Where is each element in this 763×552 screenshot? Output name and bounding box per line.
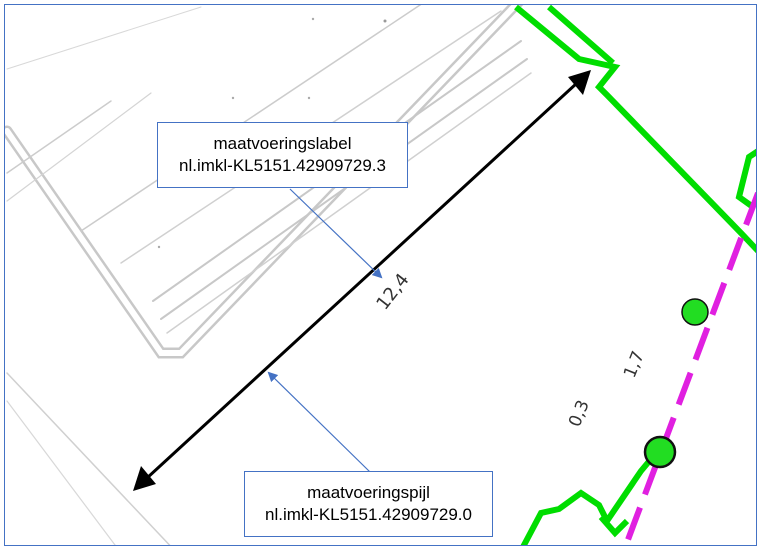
background-topography xyxy=(5,5,532,545)
dimension-arrow xyxy=(133,70,591,491)
callout-maatvoeringspijl: maatvoeringspijl nl.imkl-KL5151.42909729… xyxy=(244,471,493,537)
callout-label-title: maatvoeringslabel xyxy=(213,134,352,153)
callout-maatvoeringslabel: maatvoeringslabel nl.imkl-KL5151.4290972… xyxy=(157,122,408,188)
callout-label-id: nl.imkl-KL5151.42909729.3 xyxy=(179,156,386,175)
building-outline xyxy=(514,5,756,545)
map-canvas: 12,4 1,7 0,3 xyxy=(5,5,756,545)
arrow-pointer xyxy=(267,371,371,473)
marker-1 xyxy=(681,298,709,326)
cable-line xyxy=(622,191,756,545)
depth-label-2: 0,3 xyxy=(565,397,594,430)
depth-label-1: 1,7 xyxy=(620,348,649,381)
dimension-value-label: 12,4 xyxy=(372,270,413,315)
map-frame: 12,4 1,7 0,3 xyxy=(4,4,757,546)
marker-2 xyxy=(643,435,677,469)
label-pointer xyxy=(289,188,383,279)
callout-arrow-title: maatvoeringspijl xyxy=(307,483,430,502)
callout-arrow-id: nl.imkl-KL5151.42909729.0 xyxy=(265,505,472,524)
